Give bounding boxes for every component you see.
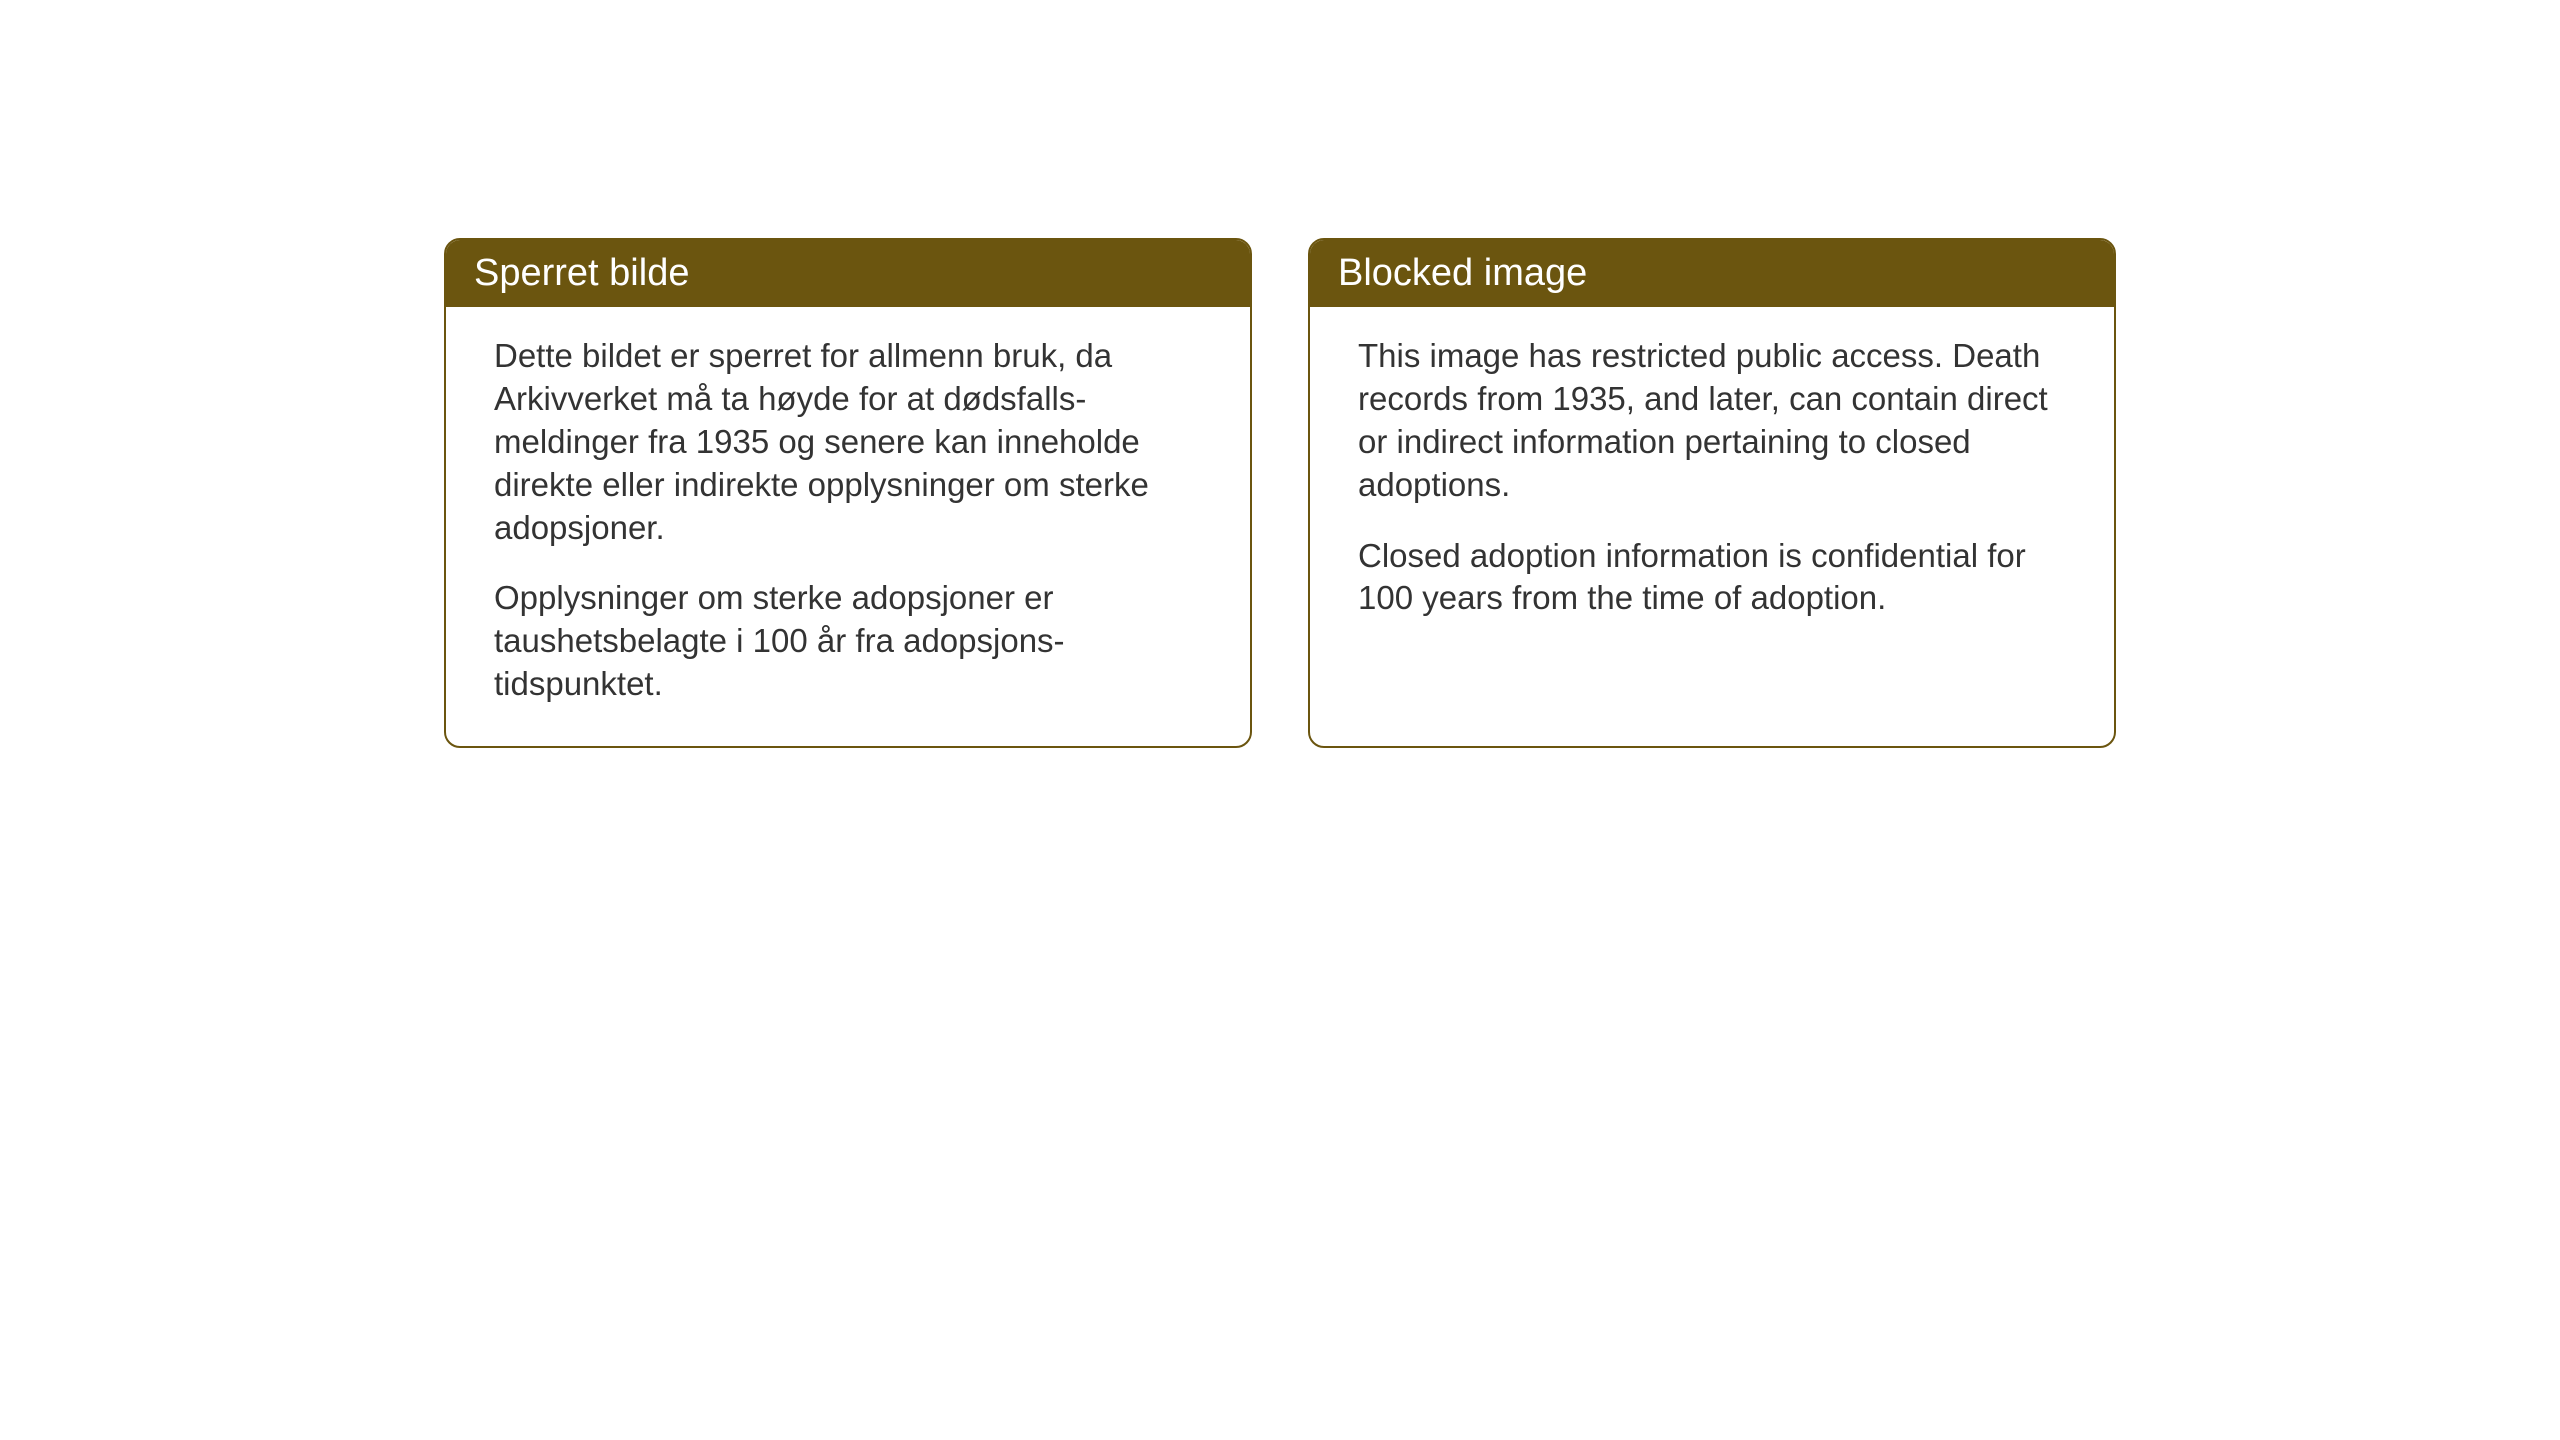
english-card-header: Blocked image: [1310, 240, 2114, 307]
english-card: Blocked image This image has restricted …: [1308, 238, 2116, 748]
norwegian-card-body: Dette bildet er sperret for allmenn bruk…: [446, 307, 1250, 742]
norwegian-card: Sperret bilde Dette bildet er sperret fo…: [444, 238, 1252, 748]
norwegian-paragraph-2: Opplysninger om sterke adopsjoner er tau…: [494, 577, 1202, 706]
norwegian-paragraph-1: Dette bildet er sperret for allmenn bruk…: [494, 335, 1202, 549]
english-card-title: Blocked image: [1338, 252, 1587, 294]
norwegian-card-header: Sperret bilde: [446, 240, 1250, 307]
english-card-body: This image has restricted public access.…: [1310, 307, 2114, 656]
norwegian-card-title: Sperret bilde: [474, 252, 689, 294]
cards-container: Sperret bilde Dette bildet er sperret fo…: [444, 238, 2560, 748]
english-paragraph-1: This image has restricted public access.…: [1358, 335, 2066, 507]
english-paragraph-2: Closed adoption information is confident…: [1358, 535, 2066, 621]
